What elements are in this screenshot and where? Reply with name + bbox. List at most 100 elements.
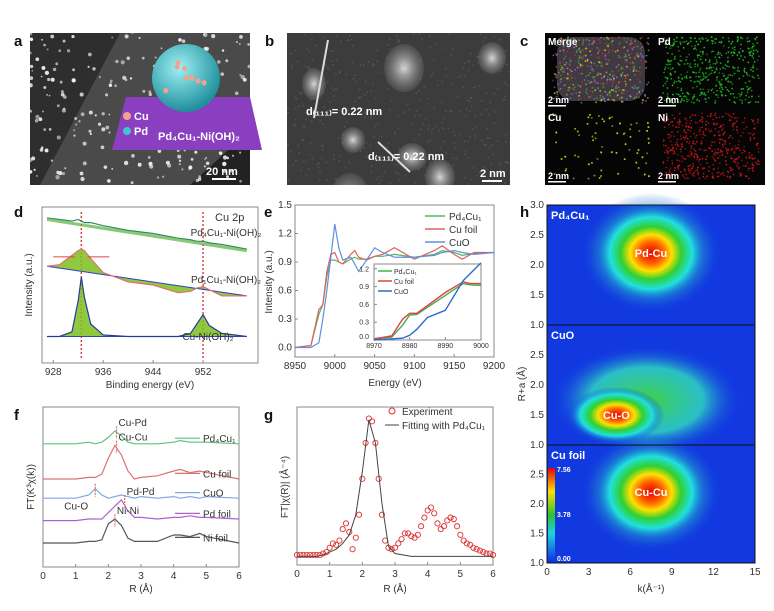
element-signal-dot bbox=[692, 98, 694, 101]
element-signal-dot bbox=[639, 37, 642, 40]
noise-pixel bbox=[415, 92, 417, 95]
nanoparticle-dot bbox=[88, 110, 93, 115]
element-signal-dot bbox=[595, 97, 598, 100]
element-signal-dot bbox=[723, 74, 726, 77]
element-signal-dot bbox=[733, 67, 736, 69]
element-signal-dot bbox=[689, 40, 692, 43]
noise-pixel bbox=[394, 164, 396, 166]
element-signal-dot bbox=[563, 76, 566, 79]
element-signal-dot bbox=[692, 86, 694, 89]
element-signal-dot bbox=[643, 173, 646, 176]
element-signal-dot bbox=[710, 72, 713, 75]
element-signal-dot bbox=[742, 87, 745, 90]
element-signal-dot bbox=[607, 45, 609, 47]
series-line bbox=[46, 277, 247, 338]
element-signal-dot bbox=[697, 173, 700, 176]
nanoparticle-dot bbox=[63, 107, 66, 110]
element-signal-dot bbox=[712, 168, 715, 171]
element-signal-dot bbox=[697, 75, 700, 78]
cu-atom-dot bbox=[174, 64, 180, 70]
support-sheet-icon bbox=[112, 97, 262, 150]
y-tick-label: 0.9 bbox=[359, 284, 369, 291]
particle-blob bbox=[478, 42, 506, 74]
element-signal-dot bbox=[559, 49, 562, 52]
noise-pixel bbox=[497, 181, 499, 183]
element-signal-dot bbox=[723, 143, 726, 145]
element-signal-dot bbox=[646, 121, 649, 124]
chart-d-ylabel: Intensity (a.u.) bbox=[24, 253, 35, 316]
element-signal-dot bbox=[673, 169, 676, 172]
element-signal-dot bbox=[734, 160, 737, 163]
particle-blobs bbox=[287, 33, 510, 185]
element-signal-dot bbox=[593, 41, 595, 44]
element-signal-dot bbox=[553, 86, 556, 89]
element-signal-dot bbox=[668, 171, 671, 173]
element-signal-dot bbox=[581, 43, 584, 46]
nanoparticle-dot bbox=[181, 39, 186, 43]
element-signal-dot bbox=[668, 43, 671, 46]
element-signal-dot bbox=[685, 59, 687, 61]
nanoparticle-dot bbox=[30, 170, 33, 174]
element-signal-dot bbox=[562, 45, 565, 48]
noise-pixel bbox=[291, 52, 293, 54]
colorbar bbox=[548, 468, 555, 562]
element-signal-dot bbox=[741, 121, 744, 124]
element-signal-dot bbox=[629, 41, 632, 43]
heatmap-peak bbox=[596, 444, 706, 541]
element-signal-dot bbox=[674, 143, 677, 146]
element-signal-dot bbox=[633, 65, 636, 68]
nanoparticle-dot bbox=[120, 60, 125, 65]
element-signal-dot bbox=[555, 141, 558, 144]
element-signal-dot bbox=[718, 41, 721, 44]
element-signal-dot bbox=[647, 137, 650, 140]
element-signal-dot bbox=[739, 36, 742, 39]
noise-pixel bbox=[388, 108, 391, 111]
element-signal-dot bbox=[719, 90, 722, 92]
element-signal-dot bbox=[704, 134, 706, 137]
map-label: Merge bbox=[548, 37, 578, 48]
element-signal-dot bbox=[573, 86, 576, 89]
element-signal-dot bbox=[600, 99, 603, 102]
element-signal-dot bbox=[721, 129, 723, 131]
element-signal-dot bbox=[555, 76, 558, 79]
experiment-point bbox=[440, 523, 448, 530]
element-signal-dot bbox=[679, 148, 682, 151]
noise-pixel bbox=[498, 57, 500, 59]
element-signal-dot bbox=[726, 170, 729, 173]
element-signal-dot bbox=[609, 94, 611, 97]
element-signal-dot bbox=[715, 59, 718, 61]
nanoparticle-dot bbox=[148, 161, 153, 166]
element-signal-dot bbox=[607, 75, 609, 78]
noise-pixel bbox=[500, 169, 502, 171]
element-signal-dot bbox=[689, 172, 691, 175]
experiment-point bbox=[313, 551, 320, 558]
element-signal-dot bbox=[725, 147, 727, 150]
nanoparticle-dot bbox=[239, 34, 243, 39]
element-signal-dot bbox=[687, 168, 690, 171]
noise-pixel bbox=[386, 56, 388, 59]
noise-pixel bbox=[399, 81, 402, 83]
noise-pixel bbox=[462, 67, 465, 69]
cu-atom-icon bbox=[123, 112, 131, 120]
element-signal-dot bbox=[631, 42, 634, 45]
element-signal-dot bbox=[738, 93, 740, 95]
element-signal-dot bbox=[727, 113, 729, 116]
element-signal-dot bbox=[710, 144, 713, 147]
element-signal-dot bbox=[619, 80, 622, 83]
element-signal-dot bbox=[699, 50, 702, 53]
element-signal-dot bbox=[685, 131, 688, 134]
series-line bbox=[46, 217, 247, 250]
noise-pixel bbox=[319, 119, 321, 122]
legend-label: Ni foil bbox=[203, 533, 228, 544]
element-signal-dot bbox=[757, 159, 759, 162]
element-signal-dot bbox=[718, 155, 721, 157]
element-signal-dot bbox=[591, 43, 594, 46]
scale-bar bbox=[212, 178, 236, 180]
noise-pixel bbox=[397, 173, 400, 175]
element-signal-dot bbox=[562, 60, 565, 63]
element-signal-dot bbox=[670, 121, 673, 123]
element-signal-dot bbox=[681, 174, 684, 177]
element-signal-dot bbox=[565, 61, 568, 64]
element-signal-dot bbox=[752, 66, 755, 69]
noise-pixel bbox=[433, 58, 435, 61]
